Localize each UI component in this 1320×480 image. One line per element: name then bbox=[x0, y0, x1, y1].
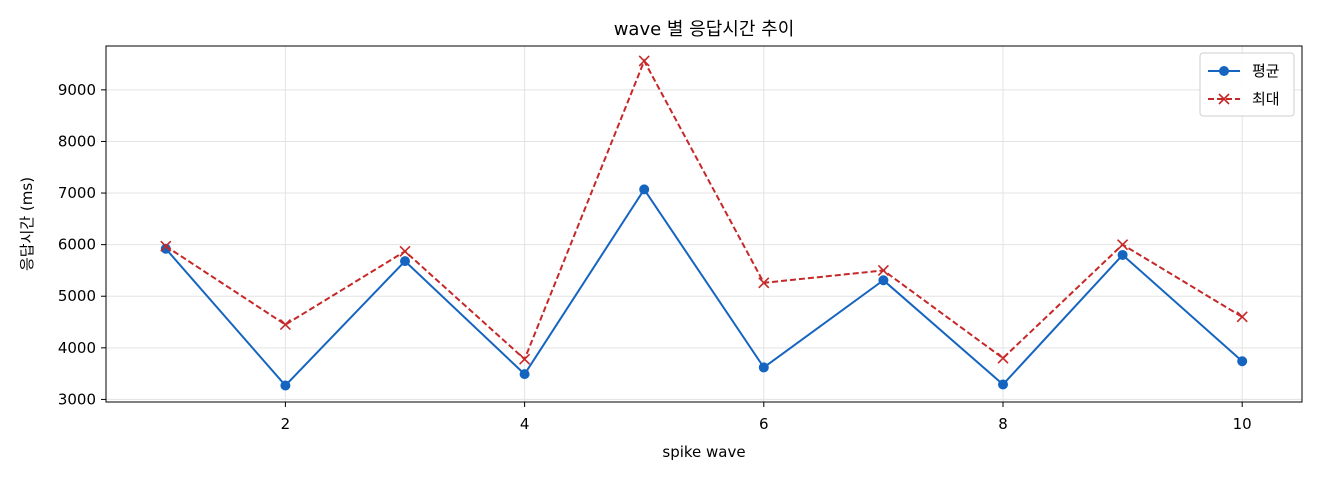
data-point bbox=[998, 379, 1008, 390]
legend-item: 최대 bbox=[1208, 90, 1280, 108]
legend-label: 평균 bbox=[1252, 62, 1280, 80]
y-tick-label: 7000 bbox=[58, 184, 96, 202]
data-point bbox=[160, 240, 172, 252]
chart-title: wave 별 응답시간 추이 bbox=[614, 19, 795, 40]
legend-marker bbox=[1218, 93, 1230, 105]
grid-lines bbox=[106, 46, 1302, 402]
data-point bbox=[160, 243, 171, 254]
data-point bbox=[519, 369, 530, 380]
legend-marker bbox=[1219, 66, 1229, 76]
x-tick-label: 2 bbox=[281, 415, 291, 433]
series-2 bbox=[160, 55, 1248, 365]
x-tick-label: 8 bbox=[998, 415, 1008, 433]
y-axis-title: 응답시간 (ms) bbox=[18, 177, 36, 271]
series-layer bbox=[160, 55, 1248, 391]
data-point bbox=[878, 275, 889, 286]
data-point bbox=[877, 264, 889, 277]
legend-label: 최대 bbox=[1252, 90, 1280, 108]
x-tick-label: 10 bbox=[1233, 415, 1252, 433]
data-point bbox=[1117, 239, 1129, 251]
data-point bbox=[997, 352, 1009, 364]
y-tick-label: 8000 bbox=[58, 132, 96, 150]
data-point bbox=[638, 55, 650, 67]
data-point bbox=[280, 380, 291, 391]
x-tick-label: 4 bbox=[520, 415, 530, 433]
data-point bbox=[399, 245, 411, 257]
data-point bbox=[1237, 356, 1248, 367]
y-tick-label: 5000 bbox=[58, 287, 96, 305]
plot-frame bbox=[105, 45, 1303, 403]
series-line bbox=[165, 58, 1243, 361]
x-tick-label: 6 bbox=[759, 415, 769, 433]
series-1 bbox=[160, 184, 1248, 391]
data-point bbox=[1117, 249, 1128, 260]
x-axis-title: spike wave bbox=[662, 443, 745, 461]
data-point bbox=[639, 184, 650, 195]
series-line bbox=[165, 187, 1243, 387]
legend-item: 평균 bbox=[1208, 62, 1280, 80]
y-tick-label: 6000 bbox=[58, 236, 96, 254]
y-tick-label: 9000 bbox=[58, 81, 96, 99]
legend-box bbox=[1199, 52, 1295, 117]
axis-ticks: 2 4 6 8 10 3000 4000 5000 6000 7000 8000 9000 bbox=[58, 81, 1252, 433]
y-tick-label: 3000 bbox=[58, 390, 96, 408]
data-point bbox=[1236, 311, 1248, 323]
data-point bbox=[758, 362, 769, 373]
y-tick-label: 4000 bbox=[58, 339, 96, 357]
data-point bbox=[519, 353, 531, 365]
data-point bbox=[279, 319, 291, 331]
data-point bbox=[758, 277, 770, 289]
data-point bbox=[400, 256, 410, 267]
